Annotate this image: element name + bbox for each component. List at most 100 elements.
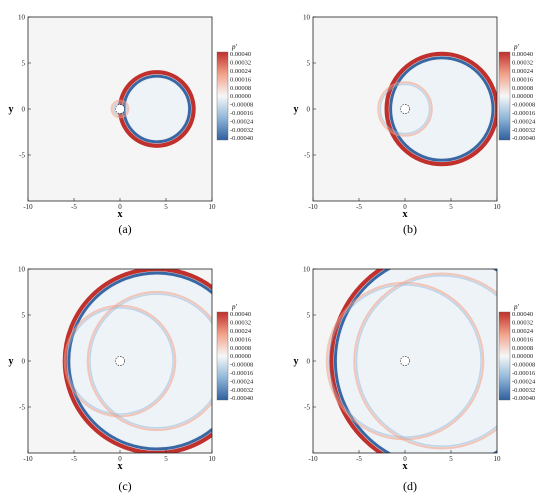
colorbar-ramp [216,311,229,401]
chart-panel-d: -10 -5 0 5 10 -5 0 5 10 x y p'0.00040 0.000320.00024… [294,266,537,494]
colorbar-label: 0.00040 [230,51,251,58]
colorbar-label: 0.00024 [512,328,534,335]
panel-caption: (d) [403,479,417,493]
y-tick-label: 10 [18,14,26,22]
x-tick-label: 10 [494,455,502,463]
chart-panel-c: -10 -5 0 5 10 -5 0 5 10 x y p'0.00040 0.000320.00024… [9,266,255,494]
colorbar-label: -0.00024 [512,118,536,125]
colorbar-label: -0.00016 [512,110,536,117]
wave-negative-ring [113,102,127,116]
panel-caption: (a) [118,222,131,236]
y-tick-label: 0 [22,106,26,114]
colorbar-label: -0.00024 [230,118,254,125]
colorbar-label: 0.00032 [512,60,533,67]
cylinder-outline [400,356,410,366]
wavefront-3 [86,290,212,432]
colorbar-label: -0.00008 [230,362,253,369]
x-tick-label: 0 [403,203,407,211]
colorbar-ramp [216,51,229,141]
panel-caption: (c) [118,479,131,493]
wavefront-2 [377,81,433,137]
wave-core [337,269,497,453]
y-tick-label: 5 [22,60,26,68]
colorbar-label: 0.00024 [230,328,252,335]
colorbar-label: -0.00040 [230,395,253,402]
x-tick-label: -10 [308,455,318,463]
cylinder-outline [115,356,125,366]
colorbar-label: -0.00024 [512,378,536,385]
y-tick-label: -5 [304,152,310,160]
x-axis-title: x [403,461,408,472]
colorbar-label: -0.00040 [230,135,253,142]
colorbar-label: -0.00032 [512,127,535,134]
colorbar-label: 0.00016 [230,336,252,343]
colorbar-label: -0.00016 [230,370,254,377]
colorbar-ramp [498,51,511,141]
wave-positive-ring [353,272,497,450]
chart-panel-b: -10 -5 0 5 10 -5 0 5 10 x y p'0.00040 0.000320.00024… [294,14,537,237]
wave-negative-ring [67,271,212,451]
pressure-field [325,269,497,453]
colorbar-title: p' [513,43,520,51]
colorbar-label: 0.00032 [230,320,251,327]
x-tick-label: 0 [403,455,407,463]
x-tick-label: 10 [209,203,217,211]
colorbar-label: 0.00000 [512,93,533,100]
chart-panel-a: -10 -5 0 5 10 -5 0 5 10 x y p'0.00040 0.000320.00024… [9,14,255,237]
wave-positive-ring [329,269,385,453]
x-tick-label: 10 [494,203,502,211]
wave-positive-ring [86,290,212,432]
x-tick-label: 10 [209,455,217,463]
colorbar-title: p' [231,303,238,311]
x-tick-label: -5 [356,203,362,211]
y-tick-label: 5 [307,312,311,320]
wave-negative-ring [379,83,431,135]
colorbar-label: -0.00008 [512,102,535,109]
colorbar-label: -0.00040 [512,135,535,142]
x-tick-label: -10 [23,455,33,463]
wavefront-3 [353,272,497,450]
colorbar-label: -0.00032 [230,387,253,394]
x-axis-title: x [403,209,408,220]
y-axis-title: y [9,356,14,367]
x-tick-label: 5 [449,203,453,211]
wavefront-1 [329,269,497,453]
colorbar-label: -0.00024 [230,378,254,385]
x-tick-label: 0 [118,455,122,463]
y-tick-label: 10 [303,14,311,22]
wave-negative-ring [328,284,482,438]
wave-negative-ring [89,293,212,429]
pressure-field [62,269,212,453]
colorbar-label: -0.00008 [512,362,535,369]
x-tick-label: 5 [449,455,453,463]
x-tick-label: -10 [23,203,33,211]
wave-positive-ring [110,99,130,119]
colorbar-label: 0.00024 [230,68,252,75]
wavefront-1 [117,70,196,148]
colorbar-label: -0.00032 [230,127,253,134]
y-tick-label: 10 [18,266,26,274]
panel-caption: (b) [403,222,417,236]
x-tick-label: 0 [118,203,122,211]
colorbar-label: 0.00008 [512,345,533,352]
cylinder-outline [115,104,125,114]
wave-core [71,275,212,447]
x-axis-title: x [118,209,123,220]
colorbar-label: 0.00008 [230,345,251,352]
colorbar-label: 0.00040 [230,311,251,318]
colorbar-label: 0.00016 [512,76,534,83]
colorbar-title: p' [231,43,238,51]
y-tick-label: -5 [19,152,25,160]
y-tick-label: -5 [19,404,25,412]
colorbar-ramp [498,311,511,401]
y-tick-label: 5 [307,60,311,68]
x-axis-title: x [118,461,123,472]
wave-positive-ring [377,81,433,137]
colorbar-label: -0.00016 [512,370,536,377]
cylinder-outline [400,104,410,114]
y-tick-label: -5 [304,404,310,412]
